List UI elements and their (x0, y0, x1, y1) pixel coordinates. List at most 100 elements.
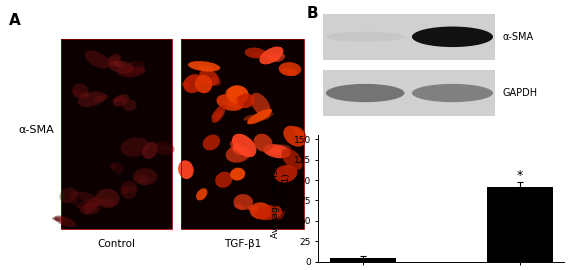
Ellipse shape (80, 92, 89, 99)
Ellipse shape (243, 151, 253, 157)
Ellipse shape (233, 176, 240, 180)
Ellipse shape (108, 54, 121, 66)
Ellipse shape (263, 144, 291, 158)
Ellipse shape (412, 84, 493, 102)
Bar (323, 70, 495, 116)
Ellipse shape (85, 50, 110, 69)
Ellipse shape (138, 177, 150, 185)
Ellipse shape (113, 62, 122, 67)
Ellipse shape (259, 46, 283, 64)
Ellipse shape (125, 186, 136, 193)
Ellipse shape (230, 168, 245, 180)
Ellipse shape (74, 90, 82, 98)
Ellipse shape (199, 69, 219, 86)
Ellipse shape (236, 95, 243, 101)
Ellipse shape (254, 134, 272, 152)
Ellipse shape (52, 217, 60, 221)
Text: B: B (306, 6, 318, 21)
Ellipse shape (181, 81, 190, 87)
Ellipse shape (326, 32, 405, 42)
Ellipse shape (234, 204, 245, 210)
Bar (323, 14, 495, 60)
Ellipse shape (215, 110, 222, 121)
Ellipse shape (210, 77, 221, 86)
Ellipse shape (109, 163, 116, 170)
Ellipse shape (113, 97, 120, 102)
Ellipse shape (54, 217, 67, 222)
Ellipse shape (226, 145, 250, 163)
Ellipse shape (122, 186, 128, 195)
Bar (487, 187, 553, 262)
Ellipse shape (260, 115, 270, 121)
Bar (181, 39, 304, 229)
Ellipse shape (282, 148, 303, 170)
Ellipse shape (199, 65, 214, 71)
Ellipse shape (184, 74, 203, 93)
Ellipse shape (223, 100, 234, 107)
Ellipse shape (250, 202, 271, 219)
Ellipse shape (247, 205, 258, 211)
Ellipse shape (230, 140, 240, 151)
Ellipse shape (412, 26, 493, 47)
Text: *: * (517, 169, 523, 182)
Ellipse shape (196, 188, 207, 200)
Ellipse shape (109, 60, 133, 73)
Ellipse shape (275, 144, 291, 152)
Ellipse shape (76, 191, 100, 204)
Ellipse shape (111, 162, 117, 170)
Ellipse shape (271, 55, 280, 62)
Ellipse shape (275, 54, 285, 62)
Ellipse shape (113, 56, 120, 64)
Text: α-SMA: α-SMA (18, 125, 54, 135)
Ellipse shape (71, 190, 78, 197)
Ellipse shape (113, 95, 123, 103)
Bar (181, 39, 304, 229)
Ellipse shape (136, 67, 145, 74)
Ellipse shape (113, 94, 129, 107)
Ellipse shape (279, 62, 301, 76)
Bar (329, 258, 396, 262)
Ellipse shape (96, 189, 120, 208)
Ellipse shape (195, 75, 212, 93)
Ellipse shape (112, 163, 123, 174)
Ellipse shape (116, 61, 145, 76)
Ellipse shape (256, 113, 274, 120)
Ellipse shape (72, 83, 89, 98)
Ellipse shape (275, 212, 284, 220)
Ellipse shape (135, 174, 148, 183)
Y-axis label: Average Intensity
(% TGF-β1): Average Intensity (% TGF-β1) (271, 158, 291, 238)
Ellipse shape (123, 67, 145, 77)
Ellipse shape (256, 205, 282, 220)
Ellipse shape (78, 91, 106, 107)
Ellipse shape (203, 134, 220, 150)
Ellipse shape (267, 53, 275, 60)
Ellipse shape (178, 160, 194, 179)
Ellipse shape (54, 215, 76, 227)
Text: TGF-β1: TGF-β1 (223, 239, 261, 249)
Text: A: A (9, 13, 21, 28)
Ellipse shape (80, 203, 100, 215)
Ellipse shape (136, 69, 145, 73)
Ellipse shape (274, 165, 298, 183)
Ellipse shape (154, 141, 174, 155)
Ellipse shape (233, 89, 243, 98)
Ellipse shape (84, 198, 99, 214)
Ellipse shape (283, 126, 306, 147)
Ellipse shape (225, 88, 237, 98)
Ellipse shape (62, 218, 72, 224)
Ellipse shape (142, 142, 158, 159)
Ellipse shape (267, 148, 283, 156)
Ellipse shape (280, 68, 295, 76)
Ellipse shape (215, 172, 233, 188)
Ellipse shape (120, 181, 137, 199)
Ellipse shape (232, 144, 244, 155)
Bar (61, 39, 172, 229)
Ellipse shape (217, 94, 243, 111)
Ellipse shape (232, 134, 256, 157)
Ellipse shape (226, 85, 249, 104)
Ellipse shape (133, 168, 157, 185)
Ellipse shape (115, 61, 124, 67)
Ellipse shape (258, 206, 270, 211)
Ellipse shape (234, 194, 253, 210)
Bar (61, 39, 172, 229)
